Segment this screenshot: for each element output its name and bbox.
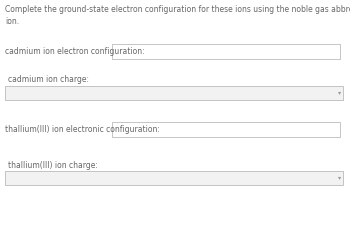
Text: ▾: ▾	[338, 175, 341, 181]
Text: thallium(III) ion electronic configuration:: thallium(III) ion electronic configurati…	[5, 125, 160, 135]
Text: cadmium ion charge:: cadmium ion charge:	[8, 76, 89, 84]
Text: Complete the ground-state electron configuration for these ions using the noble : Complete the ground-state electron confi…	[5, 5, 350, 27]
FancyBboxPatch shape	[5, 171, 343, 185]
FancyBboxPatch shape	[112, 44, 340, 59]
FancyBboxPatch shape	[5, 86, 343, 100]
FancyBboxPatch shape	[112, 122, 340, 137]
Text: ▾: ▾	[338, 91, 341, 95]
Text: thallium(III) ion charge:: thallium(III) ion charge:	[8, 160, 98, 169]
Text: cadmium ion electron configuration:: cadmium ion electron configuration:	[5, 47, 145, 57]
